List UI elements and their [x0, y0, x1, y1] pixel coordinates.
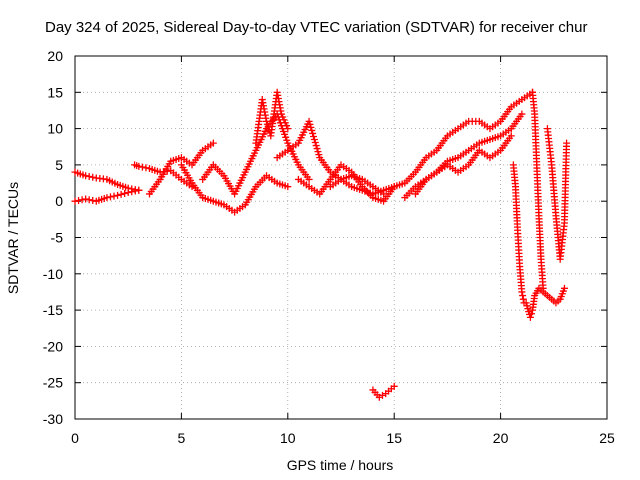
y-tick-label: 20 — [47, 48, 63, 64]
data-point — [539, 284, 547, 292]
data-point-interp — [85, 173, 93, 181]
data-point-interp — [78, 196, 86, 204]
data-point-interp — [312, 142, 320, 150]
plot-frame — [74, 55, 608, 420]
data-point — [560, 284, 568, 292]
data-point-interp — [142, 164, 150, 172]
data-point-interp — [131, 187, 139, 195]
x-tick-label: 25 — [599, 430, 615, 446]
data-point — [114, 191, 122, 199]
data-point — [82, 195, 90, 203]
data-point — [305, 175, 313, 183]
data-point — [284, 125, 292, 133]
data-point — [209, 139, 217, 147]
data-point — [507, 132, 515, 140]
y-tick-label: 10 — [47, 121, 63, 137]
data-point-interp — [311, 139, 319, 147]
x-tick-label: 15 — [386, 430, 402, 446]
data-points — [71, 88, 571, 401]
data-point — [305, 117, 313, 125]
data-point — [563, 139, 571, 147]
y-tick-label: -25 — [43, 375, 63, 391]
y-tick-label: -20 — [43, 338, 63, 354]
data-point-interp — [519, 295, 527, 303]
data-point-interp — [85, 196, 93, 204]
data-point-interp — [310, 135, 318, 143]
data-point — [518, 288, 526, 296]
data-point-interp — [314, 148, 322, 156]
data-point — [526, 313, 534, 321]
chart-title: Day 324 of 2025, Sidereal Day-to-day VTE… — [45, 19, 587, 36]
data-point-interp — [308, 126, 316, 134]
data-point-interp — [138, 163, 146, 171]
data-point — [103, 194, 111, 202]
x-tick-label: 20 — [493, 430, 509, 446]
y-tick-label: -10 — [43, 266, 63, 282]
data-point-interp — [89, 173, 97, 181]
data-point-interp — [310, 132, 318, 140]
data-point — [380, 190, 388, 198]
y-tick-label: -15 — [43, 302, 63, 318]
x-axis-label: GPS time / hours — [287, 457, 394, 473]
x-tick-label: 10 — [280, 430, 296, 446]
y-tick-labels: -30 -25 -20 -15 -10 -5 0 5 10 15 20 — [43, 48, 63, 427]
data-point-interp — [306, 120, 314, 128]
x-tick-label: 5 — [178, 430, 186, 446]
data-point-interp — [89, 196, 97, 204]
data-point-interp — [313, 145, 321, 153]
data-point — [284, 183, 292, 191]
data-point — [135, 162, 143, 170]
data-point-interp — [106, 193, 114, 201]
data-point-interp — [519, 292, 527, 300]
grid — [74, 55, 608, 420]
x-tick-labels: 0 5 10 15 20 25 — [71, 430, 615, 446]
data-point — [135, 186, 143, 194]
data-point-interp — [121, 189, 129, 197]
data-point-interp — [75, 196, 83, 204]
data-point-interp — [527, 310, 535, 318]
data-point-interp — [309, 129, 317, 137]
y-tick-label: 5 — [55, 157, 63, 173]
y-tick-label: 15 — [47, 84, 63, 100]
y-tick-label: -5 — [51, 230, 64, 246]
data-point — [390, 382, 398, 390]
data-point — [124, 188, 132, 196]
y-tick-label: -30 — [43, 411, 63, 427]
data-point — [82, 172, 90, 180]
data-point-interp — [315, 151, 323, 159]
data-point-interp — [128, 188, 136, 196]
data-point-interp — [110, 192, 118, 200]
y-tick-label: 0 — [55, 193, 63, 209]
data-point-interp — [307, 123, 315, 131]
x-tick-label: 0 — [71, 430, 79, 446]
data-point — [518, 110, 526, 118]
data-point-interp — [117, 190, 125, 198]
y-axis-label: SDTVAR / TECUs — [5, 182, 21, 294]
data-point — [520, 299, 528, 307]
data-point — [71, 197, 79, 205]
